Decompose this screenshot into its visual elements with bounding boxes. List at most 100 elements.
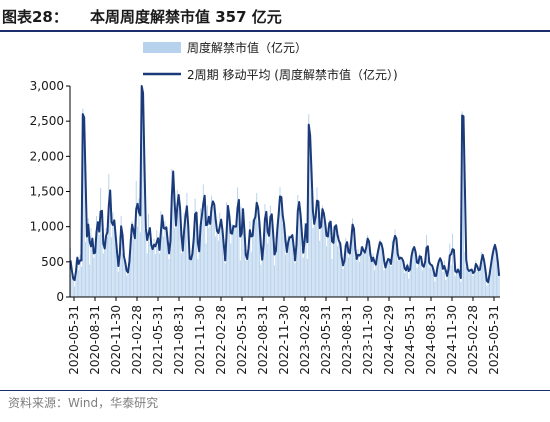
bar-mark [339,251,341,297]
bar-mark [495,257,497,297]
bar-mark [180,253,182,297]
bar-mark [471,270,473,297]
x-tick-label: 2022-08-31 [256,305,270,375]
bar-mark [426,235,428,297]
bar-mark [250,251,252,297]
bar-mark [356,260,358,297]
bar-mark [363,253,365,297]
bar-mark [197,259,199,297]
bar-mark [413,246,415,297]
bar-mark [395,247,397,297]
bar-mark [134,237,136,297]
bar-mark [394,229,396,297]
bar-mark [86,230,88,297]
bar-mark [484,275,486,297]
y-tick-label: 1,000 [30,220,64,234]
bar-mark [349,249,351,297]
bar-mark [390,266,392,297]
bar-mark [257,222,259,297]
bar-mark [412,247,414,297]
x-tick-label: 2023-08-31 [340,305,354,375]
bar-mark [321,205,323,297]
bar-mark [365,242,367,297]
bar-mark [132,239,134,297]
bar-mark [389,261,391,297]
bar-mark [213,202,215,297]
source-divider [0,390,550,391]
bar-mark [235,228,237,297]
bar-mark [494,243,496,297]
x-tick-label: 2024-02-29 [382,305,396,375]
bar-mark [287,235,289,297]
bar-mark [449,243,451,297]
bar-mark [80,266,82,297]
bar-mark [223,257,225,297]
y-tick-label: 2,000 [30,149,64,163]
bar-mark [161,219,163,297]
bar-mark [195,226,197,297]
y-tick-label: 3,000 [30,79,64,93]
bar-mark [476,271,478,297]
x-tick-label: 2023-05-31 [319,305,333,375]
bar-mark [298,209,300,297]
bar-mark [397,260,399,297]
bar-mark [457,270,459,297]
bar-mark [174,228,176,297]
bar-mark [300,219,302,297]
bar-mark [295,226,297,297]
x-tick-label: 2021-11-30 [193,305,207,375]
bar-mark [430,261,432,297]
bar-mark [258,223,260,297]
bar-mark [249,221,251,297]
bar-mark [301,247,303,297]
bar-mark [416,267,418,297]
bar-mark [97,228,99,297]
bar-mark [439,257,441,297]
chart-canvas: 周度解禁市值（亿元） 2周期 移动平均 (周度解禁市值（亿元）) 0 500 1,0… [30,40,501,375]
bar-mark [378,244,380,297]
bar-mark [282,223,284,297]
bar-mark [102,253,104,297]
bar-mark [316,187,318,297]
bar-mark [260,264,262,297]
bar-mark [360,246,362,297]
bar-mark [220,226,222,297]
bar-mark [141,86,143,297]
bar-mark [401,259,403,297]
bar-mark [93,257,95,297]
bar-mark [441,266,443,297]
bar-mark [437,263,438,297]
bar-mark [171,168,173,297]
bar-mark [271,223,273,297]
bar-mark [306,259,308,297]
bar-mark [167,247,169,297]
bar-mark [379,239,381,297]
bar-mark [83,126,85,297]
bar-mark [254,212,256,297]
bar-mark [248,239,249,297]
bar-mark [438,259,440,297]
bar-mark [442,271,444,297]
bar-mark [347,257,349,297]
bar-mark [216,225,218,297]
bar-mark [280,206,282,297]
bar-mark [463,121,464,297]
bar-mark [186,192,188,297]
bar-mark [224,263,226,297]
bar-mark [131,221,133,297]
bar-mark [87,218,89,297]
bar-mark [252,219,254,297]
bar-mark [245,260,247,297]
bar-mark [345,237,347,297]
bar-mark [386,260,388,297]
title-divider [0,30,550,32]
x-tick-label: 2021-08-31 [172,305,186,375]
bar-mark [154,254,156,297]
bar-mark [374,270,375,297]
bar-mark [139,232,141,297]
bar-mark [354,257,356,297]
bar-mark [483,263,485,297]
bar-mark [150,247,152,297]
bar-mark [215,236,217,297]
bar-mark [376,251,378,297]
